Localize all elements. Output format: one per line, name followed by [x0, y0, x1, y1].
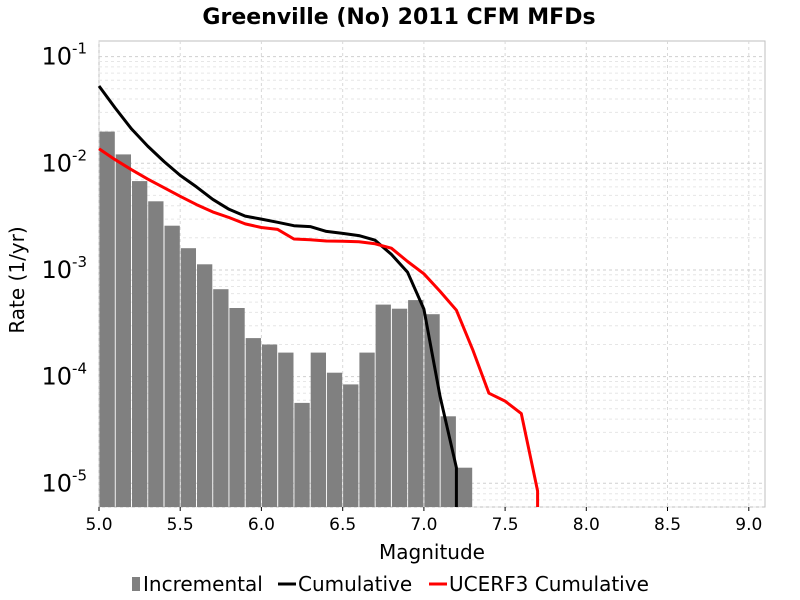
incremental-bar — [391, 308, 408, 507]
cumulative-line — [97, 85, 458, 507]
incremental-bar — [132, 181, 148, 507]
ucerf3-cumulative-line — [98, 147, 540, 507]
incremental-bar — [424, 314, 440, 507]
chart-title: Greenville (No) 2011 CFM MFDs — [202, 5, 595, 30]
incremental-bar — [245, 338, 261, 507]
x-axis-label: Magnitude — [379, 540, 485, 564]
x-tick-label: 5.0 — [85, 515, 112, 535]
x-tick-label: 8.5 — [654, 515, 681, 535]
x-tick-label: 5.5 — [167, 515, 194, 535]
incremental-bar — [456, 467, 473, 507]
incremental-bar — [310, 352, 326, 507]
legend-label-ucerf3-cumulative: UCERF3 Cumulative — [449, 572, 649, 596]
legend-label-cumulative: Cumulative — [298, 572, 412, 596]
incremental-bar — [359, 352, 375, 507]
y-tick-label: 10-3 — [41, 253, 87, 284]
legend-swatch-incremental — [132, 577, 140, 591]
y-tick-label: 10-2 — [41, 146, 87, 177]
incremental-bar — [261, 344, 278, 507]
incremental-bar — [148, 201, 164, 508]
incremental-bar — [326, 372, 343, 507]
y-tick-label: 10-5 — [41, 466, 87, 497]
legend-label-incremental: Incremental — [143, 572, 263, 596]
incremental-bar — [440, 416, 456, 507]
incremental-bar — [229, 308, 245, 507]
incremental-bar — [408, 300, 424, 507]
x-tick-label: 9.0 — [735, 515, 762, 535]
incremental-bar — [213, 289, 229, 507]
y-tick-label: 10-1 — [41, 40, 87, 71]
x-tick-label: 6.0 — [248, 515, 275, 535]
incremental-bars — [99, 131, 473, 508]
incremental-bar — [278, 352, 294, 507]
incremental-bar — [164, 225, 180, 507]
incremental-bar — [99, 131, 115, 507]
incremental-bar — [375, 304, 391, 507]
incremental-bar — [343, 384, 359, 507]
y-axis-label: Rate (1/yr) — [5, 226, 29, 333]
x-tick-label: 7.0 — [410, 515, 437, 535]
y-axis-ticks: 10-1 10-2 10-3 10-4 10-5 — [41, 40, 87, 498]
x-tick-label: 7.5 — [492, 515, 519, 535]
incremental-bar — [197, 264, 213, 507]
x-tick-label: 8.0 — [573, 515, 600, 535]
incremental-bar — [294, 402, 310, 507]
x-axis-ticks: 5.0 5.5 6.0 6.5 7.0 7.5 8.0 8.5 9.0 — [85, 507, 762, 535]
incremental-bar — [115, 154, 131, 507]
incremental-bar — [180, 248, 196, 507]
cumulative-lines — [97, 85, 540, 507]
x-tick-label: 6.5 — [329, 515, 356, 535]
y-tick-label: 10-4 — [41, 360, 87, 391]
legend: Incremental Cumulative UCERF3 Cumulative — [132, 572, 649, 596]
